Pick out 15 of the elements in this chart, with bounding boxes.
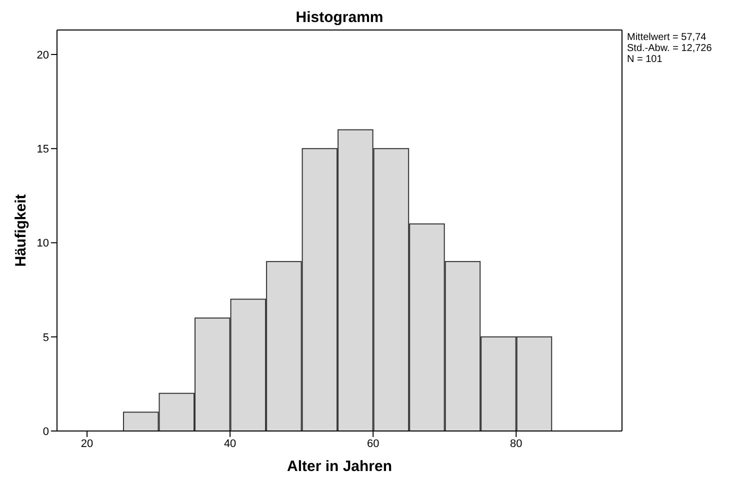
x-tick-label: 40: [224, 438, 236, 450]
text: Mittelwert = 57,74: [627, 32, 708, 43]
text: N = 101: [627, 54, 664, 65]
y-tick-label: 10: [36, 238, 49, 250]
x-tick-label: 20: [80, 438, 94, 450]
y-tick-label: 5: [42, 332, 49, 344]
y-tick-label: 15: [36, 144, 49, 156]
y-tick-label: 20: [36, 49, 49, 62]
x-axis-title: Alter in Jahren: [286, 458, 392, 475]
text: Std.-Abw. = 12,726: [627, 43, 712, 54]
y-axis-title: Häufigkeit: [12, 194, 30, 267]
chart-title: Histogramm: [294, 9, 384, 26]
x-tick-label: 80: [510, 438, 522, 450]
x-tick-label: 60: [366, 438, 380, 450]
y-tick-label: 0: [42, 426, 49, 438]
